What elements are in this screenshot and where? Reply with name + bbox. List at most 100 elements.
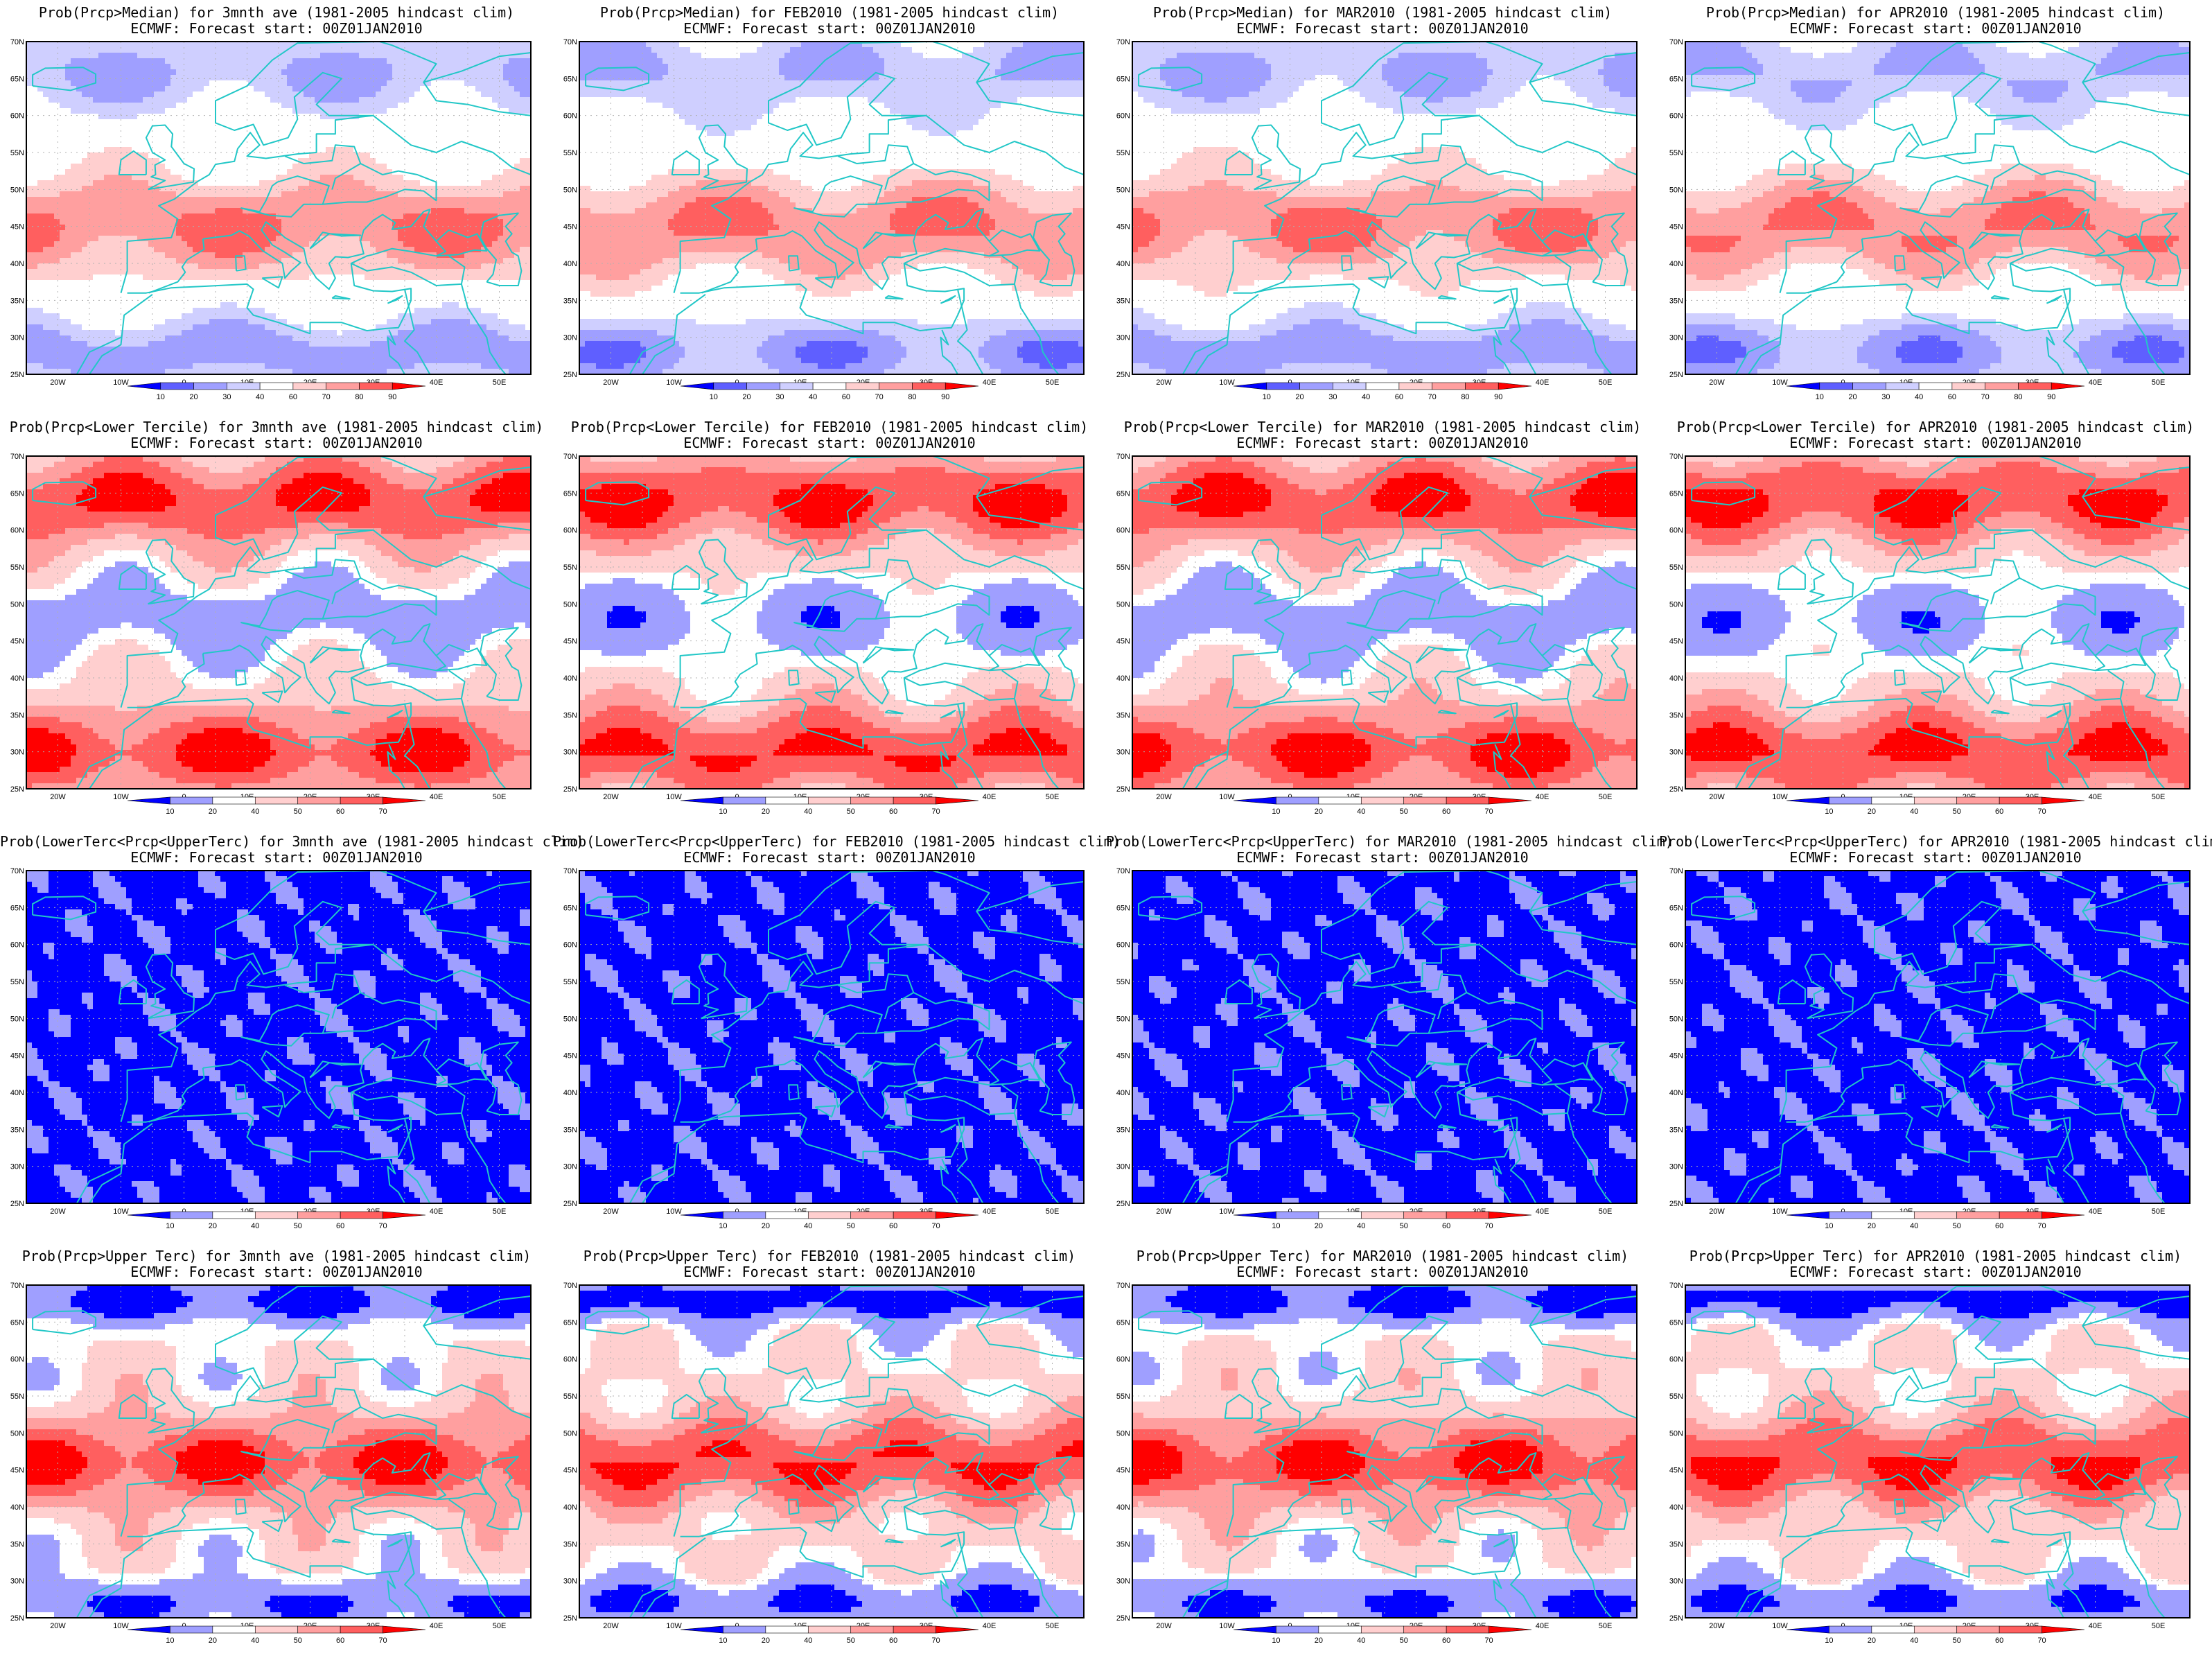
lat-tick-label: 55N: [563, 149, 577, 157]
colorbar-label: 10: [1825, 1637, 1833, 1645]
lat-tick-label: 55N: [10, 1393, 24, 1401]
colorbar-label: 40: [1910, 1222, 1918, 1230]
lat-tick-label: 25N: [1669, 371, 1683, 379]
colorbar-label: 40: [1357, 1637, 1365, 1645]
colorbar-label: 10: [157, 393, 165, 401]
lat-tick-label: 35N: [1669, 1540, 1683, 1548]
lat-tick-label: 35N: [1116, 297, 1130, 305]
lat-tick-label: 60N: [10, 1356, 24, 1364]
colorbar-label: 50: [1400, 808, 1408, 816]
lat-tick-label: 60N: [1669, 1356, 1683, 1364]
lat-tick-label: 45N: [1116, 223, 1130, 232]
colorbar-label: 60: [1442, 1637, 1450, 1645]
lat-tick-label: 50N: [563, 186, 577, 194]
lat-tick-label: 50N: [563, 1015, 577, 1023]
forecast-panel-median-1: Prob(Prcp>Median) for FEB2010 (1981-2005…: [553, 0, 1106, 414]
lon-tick-label: 40E: [983, 378, 997, 387]
lon-tick-label: 20W: [1156, 1622, 1172, 1630]
lat-tick-label: 65N: [1669, 489, 1683, 498]
forecast-panel-median-0: Prob(Prcp>Median) for 3mnth ave (1981-20…: [0, 0, 553, 414]
lon-tick-label: 10W: [1772, 378, 1788, 387]
lon-tick-label: 20W: [50, 793, 66, 801]
lat-tick-label: 55N: [1116, 978, 1130, 986]
lat-tick-label: 30N: [10, 1163, 24, 1171]
lat-tick-label: 65N: [1669, 1318, 1683, 1327]
lat-tick-label: 60N: [10, 941, 24, 950]
lat-tick-label: 60N: [563, 941, 577, 950]
forecast-panel-middle-2: Prob(LowerTerc<Prcp<UpperTerc) for MAR20…: [1106, 829, 1659, 1244]
lat-tick-label: 70N: [10, 1282, 24, 1290]
lat-tick-label: 60N: [1669, 527, 1683, 535]
lat-tick-label: 50N: [1669, 600, 1683, 609]
lat-tick-label: 40N: [1116, 1503, 1130, 1512]
lat-tick-label: 45N: [10, 1467, 24, 1475]
lon-tick-label: 40E: [1536, 793, 1550, 801]
lat-tick-label: 55N: [1116, 149, 1130, 157]
colorbar-label: 70: [378, 808, 387, 816]
colorbar-label: 60: [336, 808, 344, 816]
colorbar-label: 50: [294, 1222, 302, 1230]
map-plot: 70N65N60N55N50N45N40N35N30N25N20W10W010E…: [1659, 0, 2212, 414]
lat-tick-label: 25N: [10, 785, 24, 794]
lat-tick-label: 65N: [1669, 904, 1683, 912]
forecast-panel-lower-2: Prob(Prcp<Lower Tercile) for MAR2010 (19…: [1106, 414, 1659, 829]
lat-tick-label: 30N: [1116, 334, 1130, 342]
lat-tick-label: 30N: [1669, 1578, 1683, 1586]
lat-tick-label: 40N: [1116, 1089, 1130, 1097]
lon-tick-label: 20W: [603, 1207, 619, 1216]
map-plot: 70N65N60N55N50N45N40N35N30N25N20W10W010E…: [1659, 414, 2212, 829]
colorbar-label: 60: [289, 393, 297, 401]
colorbar-label: 10: [710, 393, 718, 401]
lat-tick-label: 60N: [1116, 1356, 1130, 1364]
lat-tick-label: 50N: [1669, 1429, 1683, 1438]
colorbar-label: 40: [251, 1637, 259, 1645]
lat-tick-label: 25N: [563, 371, 577, 379]
lat-tick-label: 40N: [1669, 1503, 1683, 1512]
colorbar-label: 50: [294, 808, 302, 816]
lon-tick-label: 40E: [983, 793, 997, 801]
lon-tick-label: 20W: [1709, 378, 1725, 387]
lat-tick-label: 35N: [1669, 711, 1683, 719]
lat-tick-label: 50N: [10, 600, 24, 609]
lon-tick-label: 40E: [1536, 1622, 1550, 1630]
lon-tick-label: 20W: [603, 793, 619, 801]
lon-tick-label: 20W: [603, 1622, 619, 1630]
lat-tick-label: 40N: [1116, 674, 1130, 683]
colorbar: [128, 1626, 425, 1633]
colorbar-label: 30: [1881, 393, 1890, 401]
lat-tick-label: 55N: [10, 149, 24, 157]
lat-tick-label: 55N: [1116, 1393, 1130, 1401]
colorbar-label: 70: [2037, 808, 2046, 816]
colorbar: [1234, 1626, 1531, 1633]
colorbar-label: 70: [2037, 1637, 2046, 1645]
lat-tick-label: 40N: [10, 1089, 24, 1097]
map-plot: 70N65N60N55N50N45N40N35N30N25N20W10W010E…: [1106, 829, 1659, 1244]
lon-tick-label: 20W: [1709, 1622, 1725, 1630]
colorbar-label: 20: [1868, 1637, 1876, 1645]
lon-tick-label: 10W: [666, 793, 682, 801]
lat-tick-label: 35N: [10, 297, 24, 305]
lon-tick-label: 20W: [1156, 1207, 1172, 1216]
lat-tick-label: 65N: [1116, 904, 1130, 912]
lat-tick-label: 25N: [563, 785, 577, 794]
lon-tick-label: 40E: [2089, 378, 2103, 387]
colorbar-label: 60: [336, 1222, 344, 1230]
lat-tick-label: 30N: [1116, 749, 1130, 757]
forecast-panel-middle-1: Prob(LowerTerc<Prcp<UpperTerc) for FEB20…: [553, 829, 1106, 1244]
colorbar-label: 50: [1400, 1637, 1408, 1645]
map-plot: 70N65N60N55N50N45N40N35N30N25N20W10W010E…: [553, 0, 1106, 414]
colorbar-label: 40: [1910, 1637, 1918, 1645]
lat-tick-label: 30N: [1116, 1163, 1130, 1171]
lat-tick-label: 55N: [563, 1393, 577, 1401]
colorbar-label: 80: [355, 393, 363, 401]
lat-tick-label: 40N: [563, 1089, 577, 1097]
colorbar-label: 20: [762, 1637, 770, 1645]
colorbar-label: 50: [1400, 1222, 1408, 1230]
colorbar-label: 50: [1953, 808, 1961, 816]
colorbar-label: 20: [1295, 393, 1304, 401]
lat-tick-label: 60N: [563, 112, 577, 121]
lat-tick-label: 60N: [10, 527, 24, 535]
lat-tick-label: 35N: [1116, 711, 1130, 719]
lon-tick-label: 50E: [1046, 1207, 1060, 1216]
